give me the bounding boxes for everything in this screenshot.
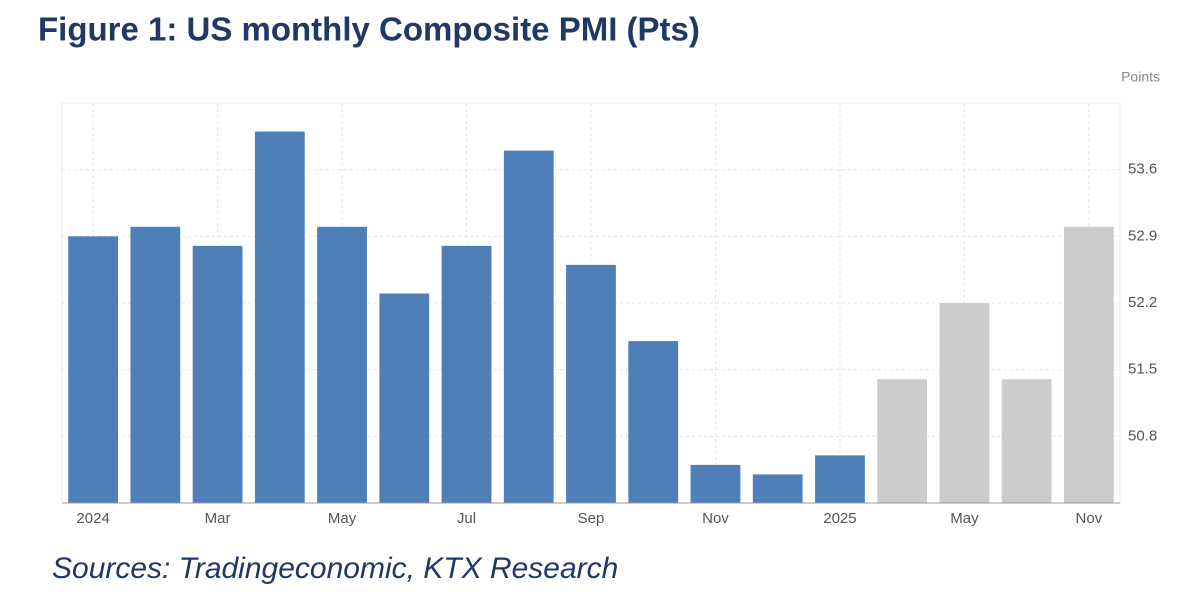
bar (1063, 226, 1114, 504)
y-axis-label: Points (1121, 69, 1160, 85)
bar (317, 226, 367, 504)
x-tick-label: May (328, 510, 357, 527)
x-tick-label: Jul (457, 510, 476, 527)
bar (1001, 379, 1052, 503)
bar (628, 341, 679, 503)
bar (566, 264, 616, 503)
bar (690, 464, 741, 503)
source-note: Sources: Tradingeconomic, KTX Research (52, 552, 618, 585)
y-tick-label: 53.6 (1128, 161, 1157, 178)
bar (379, 293, 430, 503)
x-tick-label: Mar (205, 510, 231, 527)
x-tick-label: Nov (1076, 510, 1103, 527)
y-tick-label: 50.8 (1128, 427, 1157, 444)
bar (254, 131, 305, 504)
x-tick-label: 2025 (823, 510, 856, 527)
bar (68, 236, 119, 504)
bar (877, 379, 928, 503)
bar (503, 150, 554, 503)
bar (752, 474, 803, 503)
bar (130, 226, 181, 504)
bar (192, 245, 243, 503)
y-tick-label: 51.5 (1128, 361, 1157, 378)
bar (441, 245, 492, 503)
chart-title: Figure 1: US monthly Composite PMI (Pts) (38, 11, 700, 48)
y-tick-label: 52.2 (1128, 294, 1157, 311)
x-tick-label: Nov (702, 510, 729, 527)
bar (815, 455, 865, 503)
bar (939, 303, 990, 503)
x-tick-label: Sep (578, 510, 605, 527)
x-tick-label: 2024 (76, 510, 109, 527)
x-tick-label: May (950, 510, 979, 527)
y-tick-label: 52.9 (1128, 227, 1157, 244)
